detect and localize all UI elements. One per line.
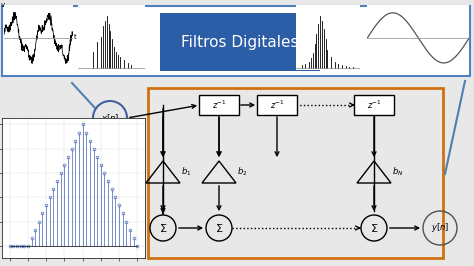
Text: $x[n]$: $x[n]$ (101, 112, 119, 124)
FancyBboxPatch shape (257, 95, 297, 115)
FancyBboxPatch shape (354, 95, 394, 115)
Text: $b_1$: $b_1$ (181, 166, 191, 178)
Text: t: t (74, 34, 77, 40)
Text: $b_N$: $b_N$ (392, 166, 403, 178)
Text: v: v (1, 2, 5, 8)
Text: $\Sigma$: $\Sigma$ (215, 222, 223, 234)
Text: $y[n]$: $y[n]$ (431, 222, 449, 235)
Text: $z^{-1}$: $z^{-1}$ (366, 99, 382, 111)
Text: $z^{-1}$: $z^{-1}$ (270, 99, 284, 111)
FancyBboxPatch shape (199, 95, 239, 115)
FancyBboxPatch shape (2, 6, 470, 76)
FancyBboxPatch shape (160, 13, 320, 71)
Text: $b_2$: $b_2$ (237, 166, 247, 178)
Text: $z^{-1}$: $z^{-1}$ (211, 99, 227, 111)
Text: Filtros Digitales: Filtros Digitales (181, 35, 299, 49)
Text: $\Sigma$: $\Sigma$ (370, 222, 378, 234)
Text: $\Sigma$: $\Sigma$ (159, 222, 167, 234)
